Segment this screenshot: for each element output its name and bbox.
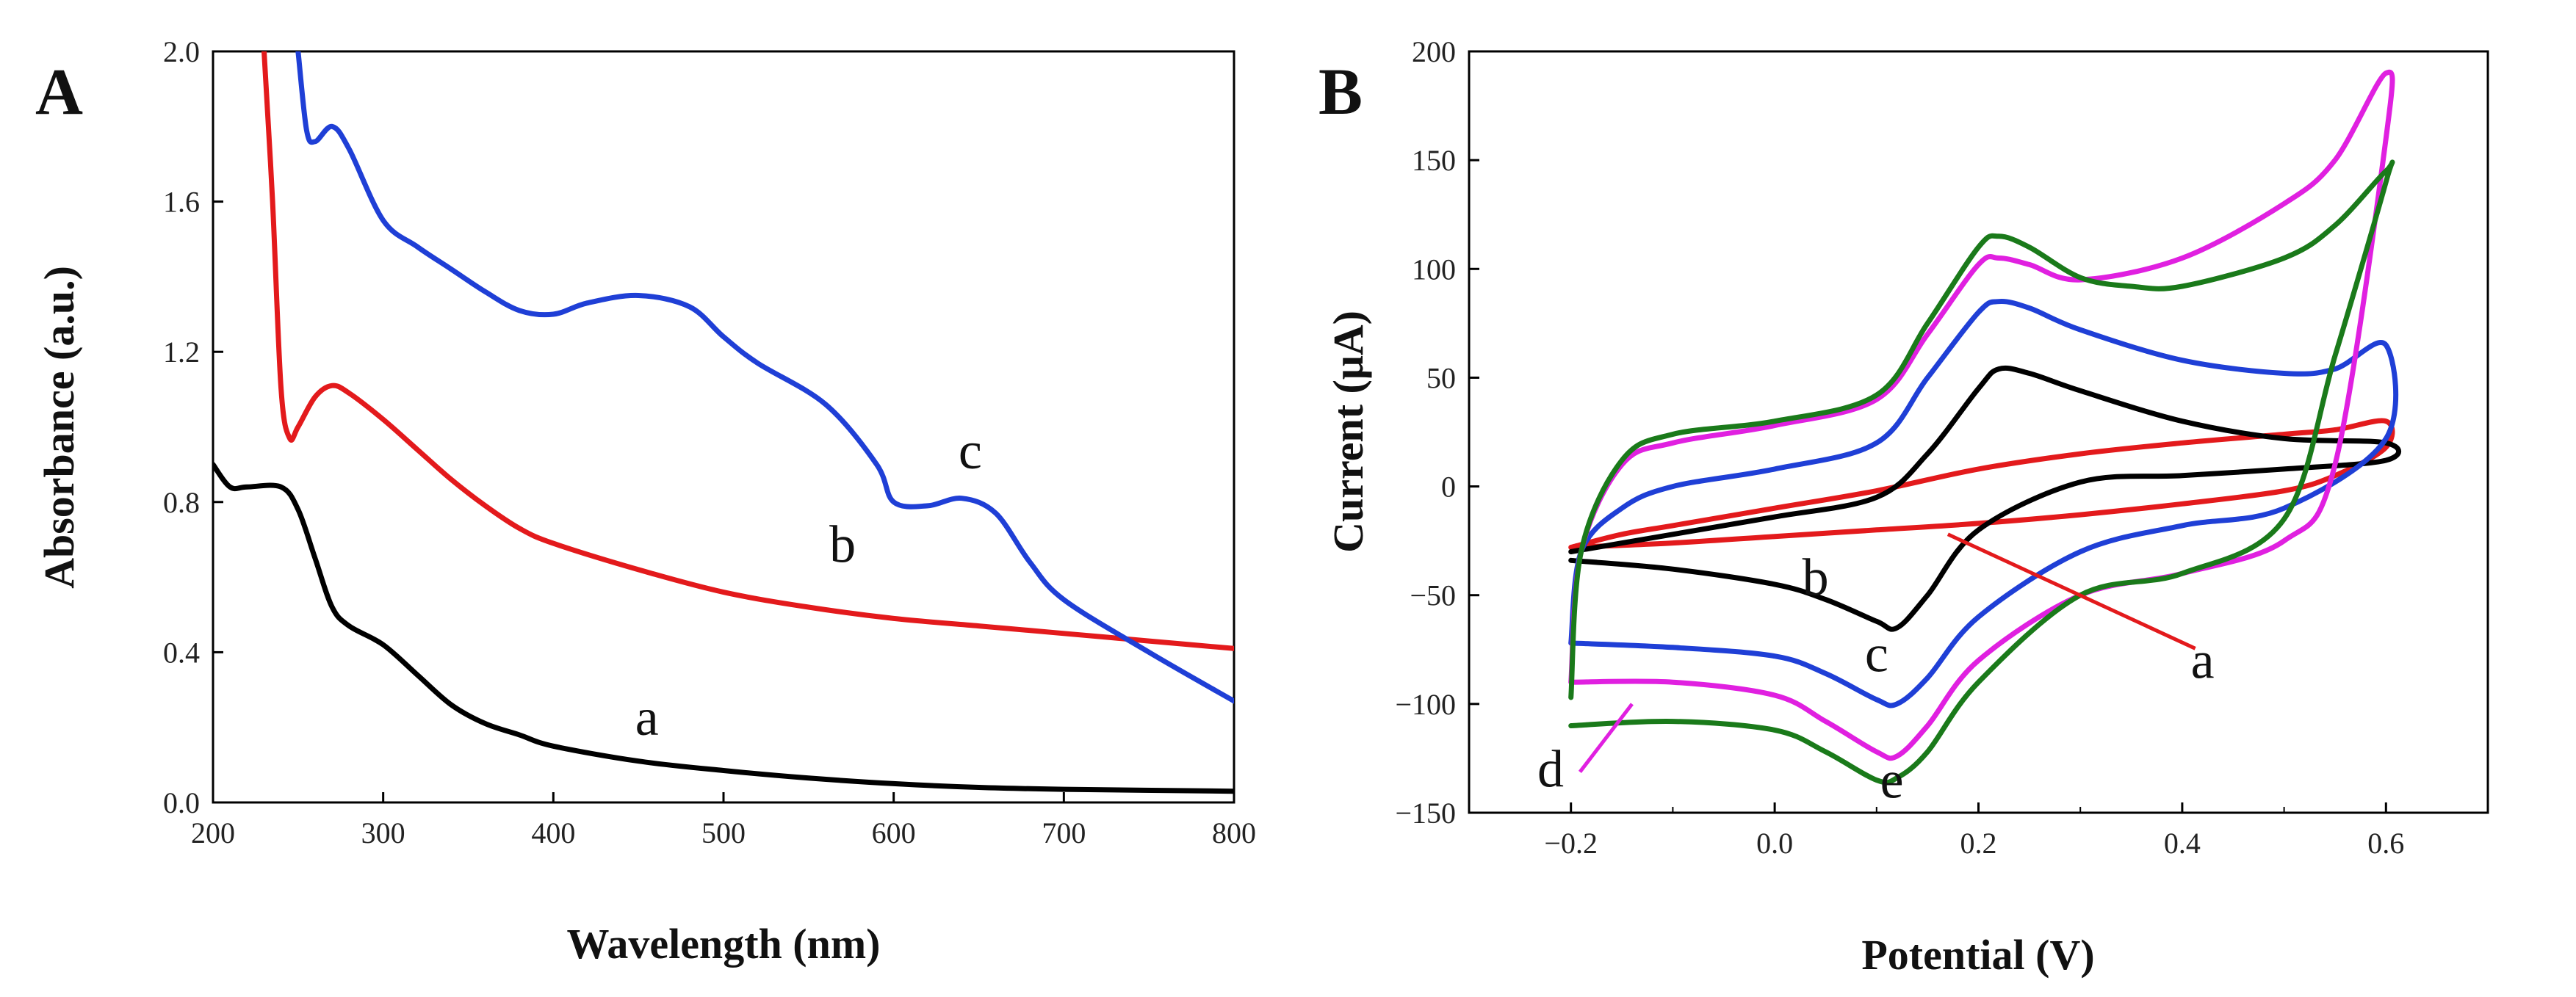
y-tick-label-a-3: 1.2 [163,336,200,369]
chart-b: B −0.2 0.0 0.2 0.4 0.6 −150 −100 −50 0 50 100 150 20… [1318,35,2489,979]
y-tick-label-a-5: 2.0 [163,35,200,68]
x-tick-label-a-4: 600 [872,816,916,849]
axis-ticks-b: −0.2 0.0 0.2 0.4 0.6 −150 −100 −50 0 50 100 150 200 [1395,35,2489,860]
series-label-b-e: e [1880,750,1904,809]
series-label-a-a: a [635,688,659,747]
x-tick-label-a-0: 200 [191,816,235,849]
chart-a: A 200 300 400 500 600 700 800 0.0 0.4 0.8 1.2 1.6 2.… [35,35,1256,968]
series-b-e [1568,159,2395,786]
panel-label-b: B [1318,56,1363,128]
x-tick-label-a-3: 500 [701,816,746,849]
annotations-a: a b c [635,421,982,747]
series-label-a-c: c [959,421,982,480]
annotation-pointer-b-a [1947,532,2196,650]
x-tick-label-a-1: 300 [361,816,405,849]
x-tick-label-b-1: 0.0 [1756,827,1793,860]
y-axis-label-b: Current (μA) [1324,311,1372,553]
y-tick-label-b-1: −100 [1395,688,1456,721]
y-tick-label-b-2: −50 [1410,579,1456,612]
x-tick-label-b-2: 0.2 [1960,827,1997,860]
y-tick-label-b-5: 100 [1412,253,1456,286]
series-label-b-d: d [1537,739,1564,798]
series-b-d [1568,69,2395,761]
y-tick-label-b-3: 0 [1441,471,1456,504]
x-tick-label-b-4: 0.6 [2367,827,2404,860]
series-a-a [213,462,1234,794]
series-group-a [213,51,1234,794]
y-tick-label-a-4: 1.6 [163,186,200,219]
x-tick-label-a-5: 700 [1042,816,1086,849]
series-label-b-c: c [1865,624,1888,683]
x-tick-label-a-2: 400 [531,816,575,849]
series-label-b-b: b [1803,548,1829,607]
y-tick-label-a-0: 0.0 [163,786,200,819]
x-axis-label-a: Wavelength (nm) [567,920,881,968]
series-group-b [1568,69,2401,786]
series-a-b [261,51,1234,651]
y-tick-label-a-1: 0.4 [163,636,200,669]
y-tick-label-a-2: 0.8 [163,486,200,519]
x-axis-label-b: Potential (V) [1861,931,2094,979]
y-tick-label-b-7: 200 [1412,35,1456,68]
y-tick-label-b-4: 50 [1426,361,1456,394]
y-tick-label-b-0: −150 [1395,797,1456,830]
series-b-a [1568,418,2395,550]
series-label-b-a: a [2191,631,2215,689]
annotations-b: a bc d e [1537,532,2215,809]
series-b-c [1568,299,2399,708]
y-tick-label-b-6: 150 [1412,144,1456,177]
series-label-a-b: b [829,515,856,574]
plot-frame-a [212,50,1235,804]
annotation-pointer-b-d [1578,703,1634,773]
y-axis-label-a: Absorbance (a.u.) [35,266,83,589]
x-tick-label-b-0: −0.2 [1544,827,1598,860]
series-b-b [1568,365,2401,632]
x-tick-label-b-3: 0.4 [2164,827,2201,860]
x-tick-label-a-6: 800 [1212,816,1256,849]
axis-ticks-a: 200 300 400 500 600 700 800 0.0 0.4 0.8 1.2 1.6 2.0 [163,35,1256,849]
series-a-c [295,51,1234,704]
panel-label-a: A [35,56,83,128]
